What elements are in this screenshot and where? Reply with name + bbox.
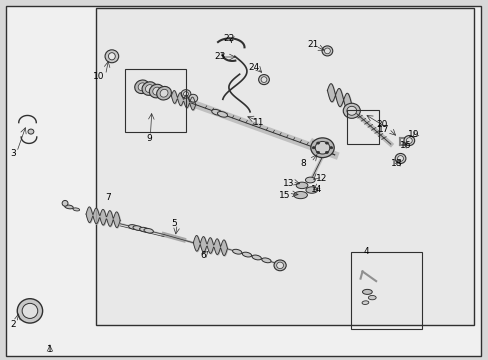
Ellipse shape: [276, 262, 283, 269]
Ellipse shape: [325, 142, 328, 144]
Text: 6: 6: [200, 251, 205, 260]
Text: 17: 17: [377, 125, 389, 134]
Ellipse shape: [406, 138, 411, 143]
Text: 16: 16: [399, 141, 410, 150]
Text: 12: 12: [315, 174, 326, 183]
Text: 21: 21: [306, 40, 318, 49]
Text: 3: 3: [10, 149, 16, 158]
Text: 23: 23: [214, 52, 225, 61]
Text: 14: 14: [310, 185, 322, 194]
Ellipse shape: [143, 228, 153, 233]
Ellipse shape: [322, 46, 332, 56]
Ellipse shape: [394, 153, 405, 163]
Ellipse shape: [316, 151, 319, 153]
Ellipse shape: [403, 135, 414, 145]
Ellipse shape: [367, 296, 375, 300]
Ellipse shape: [305, 187, 317, 193]
Text: 18: 18: [390, 159, 402, 168]
Ellipse shape: [28, 129, 34, 134]
Ellipse shape: [160, 89, 168, 97]
Ellipse shape: [135, 80, 149, 94]
Ellipse shape: [251, 255, 261, 260]
Text: 8: 8: [300, 159, 305, 168]
Ellipse shape: [343, 103, 360, 118]
Text: 5: 5: [171, 219, 177, 228]
Ellipse shape: [183, 91, 188, 96]
Ellipse shape: [346, 106, 356, 115]
Text: 1: 1: [46, 345, 52, 354]
Ellipse shape: [188, 94, 197, 102]
Text: 11: 11: [253, 118, 264, 127]
Ellipse shape: [128, 225, 138, 229]
Ellipse shape: [142, 82, 157, 95]
Text: 4: 4: [363, 247, 368, 256]
Ellipse shape: [17, 299, 42, 323]
Text: 19: 19: [407, 130, 419, 139]
Ellipse shape: [152, 87, 161, 95]
Ellipse shape: [62, 201, 68, 206]
Text: 7: 7: [105, 193, 111, 202]
Text: 15: 15: [278, 190, 290, 199]
Ellipse shape: [108, 53, 115, 60]
Ellipse shape: [261, 258, 270, 263]
Ellipse shape: [273, 260, 285, 271]
Ellipse shape: [217, 112, 227, 117]
Ellipse shape: [261, 77, 266, 82]
Ellipse shape: [22, 303, 38, 319]
Ellipse shape: [315, 141, 329, 154]
Ellipse shape: [73, 208, 80, 211]
Text: 2: 2: [10, 320, 16, 329]
Text: 20: 20: [376, 120, 387, 129]
Ellipse shape: [296, 182, 307, 189]
Ellipse shape: [258, 75, 269, 85]
Ellipse shape: [156, 86, 171, 100]
Ellipse shape: [362, 289, 371, 294]
Ellipse shape: [316, 142, 319, 144]
Ellipse shape: [397, 156, 403, 161]
Ellipse shape: [242, 252, 251, 257]
Ellipse shape: [105, 50, 119, 63]
Text: 13: 13: [282, 179, 294, 188]
Ellipse shape: [64, 205, 73, 209]
Ellipse shape: [149, 84, 164, 98]
Text: 22: 22: [223, 34, 234, 43]
Ellipse shape: [361, 301, 368, 305]
Ellipse shape: [324, 48, 330, 54]
Ellipse shape: [329, 147, 332, 149]
Text: 10: 10: [92, 72, 104, 81]
Ellipse shape: [138, 83, 146, 91]
Ellipse shape: [211, 109, 222, 115]
Ellipse shape: [232, 249, 242, 254]
Ellipse shape: [312, 147, 315, 149]
Text: 24: 24: [248, 63, 259, 72]
Ellipse shape: [293, 192, 307, 199]
FancyBboxPatch shape: [5, 6, 480, 356]
Ellipse shape: [310, 138, 333, 158]
Ellipse shape: [145, 85, 153, 93]
Ellipse shape: [139, 228, 149, 232]
Ellipse shape: [133, 226, 142, 230]
Ellipse shape: [325, 151, 328, 153]
FancyBboxPatch shape: [96, 8, 473, 325]
Text: 9: 9: [146, 134, 152, 143]
Ellipse shape: [305, 177, 315, 183]
Ellipse shape: [181, 90, 190, 98]
